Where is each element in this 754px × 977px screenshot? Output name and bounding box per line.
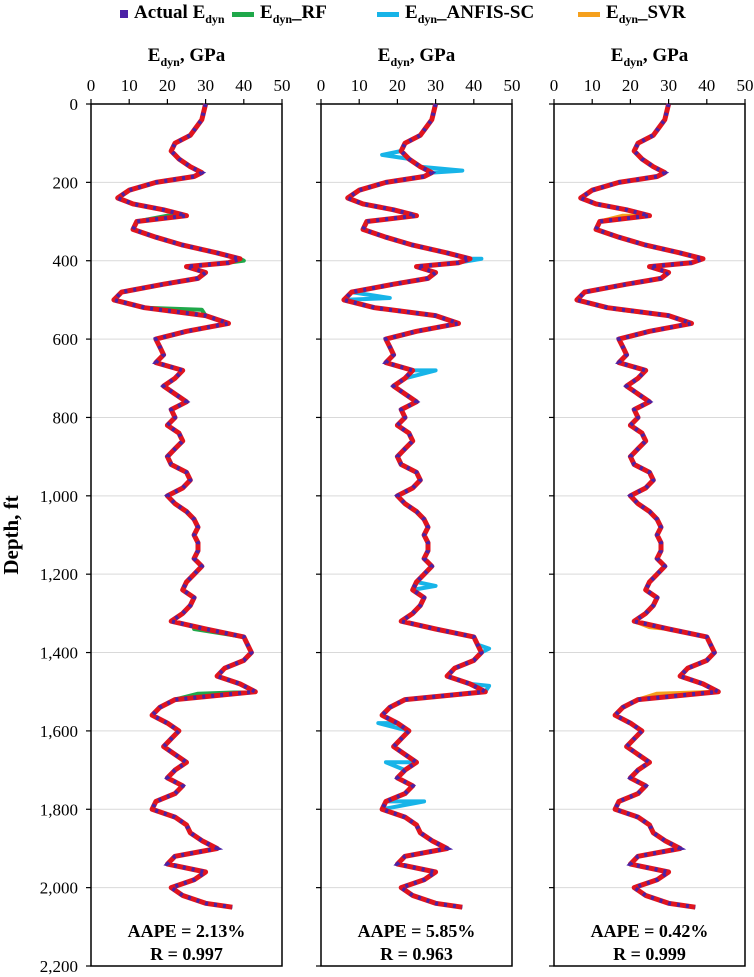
panel-svr: 0 10 20 30 40 50 Edyn, GPa AAPE = 0.42% R = 0.99… bbox=[549, 45, 754, 967]
x-tick-label: 0 bbox=[317, 76, 326, 95]
x-tick-label: 30 bbox=[197, 76, 214, 95]
panel-frame bbox=[553, 103, 746, 967]
x-tick-label: 10 bbox=[584, 76, 601, 95]
legend-swatch bbox=[377, 11, 399, 17]
y-tick-label: 1,600 bbox=[40, 722, 78, 741]
legend-item-2: Edyn_ANFIS-SC bbox=[377, 2, 534, 26]
panel-title: Edyn, GPa bbox=[378, 45, 456, 69]
aape-label: AAPE = 5.85% bbox=[358, 921, 476, 941]
aape-label: AAPE = 2.13% bbox=[128, 921, 246, 941]
y-tick-label: 2,200 bbox=[40, 957, 78, 976]
panel-anfis: 0 10 20 30 40 50 Edyn, GPa AAPE = 5.85% R = 0.96… bbox=[316, 45, 521, 967]
x-tick-label: 40 bbox=[235, 76, 252, 95]
legend-label: Actual Edyn bbox=[134, 1, 225, 26]
aape-label: AAPE = 0.42% bbox=[591, 921, 709, 941]
y-tick-label: 1,800 bbox=[40, 800, 78, 819]
x-tick-label: 50 bbox=[504, 76, 521, 95]
x-tick-label: 50 bbox=[274, 76, 291, 95]
x-tick-label: 50 bbox=[737, 76, 754, 95]
legend-label: Edyn_SVR bbox=[606, 1, 686, 26]
panel-title: Edyn, GPa bbox=[611, 45, 689, 69]
series-line-actual bbox=[341, 103, 488, 910]
x-tick-label: 20 bbox=[622, 76, 639, 95]
x-tick-label: 30 bbox=[427, 76, 444, 95]
y-tick-label: 2,000 bbox=[40, 879, 78, 898]
x-tick-label: 30 bbox=[660, 76, 677, 95]
x-tick-label: 0 bbox=[87, 76, 96, 95]
x-tick-label: 10 bbox=[351, 76, 368, 95]
panel-frame bbox=[320, 103, 513, 967]
legend-item-3: Edyn_SVR bbox=[578, 2, 686, 26]
y-tick-label: 200 bbox=[53, 173, 79, 192]
panel-title: Edyn, GPa bbox=[148, 45, 226, 69]
legend-item-1: Edyn_RF bbox=[232, 2, 327, 26]
panel-frame bbox=[90, 103, 283, 967]
series-line-actual bbox=[574, 103, 721, 910]
x-tick-label: 10 bbox=[121, 76, 138, 95]
y-tick-label: 600 bbox=[53, 330, 79, 349]
legend-swatch bbox=[578, 11, 600, 17]
r-label: R = 0.999 bbox=[613, 944, 686, 964]
legend-swatch bbox=[232, 11, 254, 17]
x-tick-label: 20 bbox=[159, 76, 176, 95]
legend-label: Edyn_ANFIS-SC bbox=[405, 1, 535, 26]
y-tick-label: 400 bbox=[53, 252, 79, 271]
x-tick-label: 40 bbox=[465, 76, 482, 95]
y-tick-label: 1,000 bbox=[40, 487, 78, 506]
y-axis-label: Depth, ft bbox=[0, 495, 23, 574]
series-line-actual bbox=[111, 103, 258, 910]
x-tick-label: 0 bbox=[550, 76, 559, 95]
r-label: R = 0.963 bbox=[380, 944, 453, 964]
panel-rf: 0 10 20 30 40 50 Edyn, GPa AAPE = 2.13% R = 0.99… bbox=[86, 45, 291, 967]
y-tick-label: 0 bbox=[70, 95, 79, 114]
r-label: R = 0.997 bbox=[150, 944, 223, 964]
chart-legend: Actual Edyn Edyn_RF Edyn_ANFIS-SC Edyn_SVR bbox=[0, 0, 754, 30]
x-tick-label: 20 bbox=[389, 76, 406, 95]
y-tick-label: 800 bbox=[53, 408, 79, 427]
legend-label: Edyn_RF bbox=[260, 1, 327, 26]
y-tick-label: 1,200 bbox=[40, 565, 78, 584]
x-tick-label: 40 bbox=[698, 76, 715, 95]
legend-swatch bbox=[120, 10, 128, 18]
legend-item-0: Actual Edyn bbox=[120, 2, 225, 26]
y-tick-label: 1,400 bbox=[40, 644, 78, 663]
